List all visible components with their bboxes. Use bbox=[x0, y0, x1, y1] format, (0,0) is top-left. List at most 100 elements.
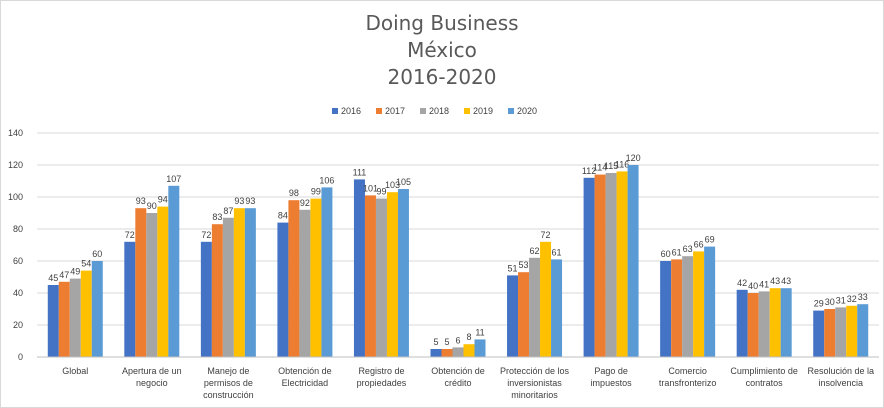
x-tick-label-0-0: Global bbox=[62, 366, 88, 376]
y-tick-label-60: 60 bbox=[13, 256, 23, 266]
data-label-2019-0: 54 bbox=[81, 259, 91, 269]
bar-2017-6 bbox=[518, 272, 530, 357]
bar-2016-5 bbox=[430, 349, 442, 357]
bar-2016-0 bbox=[47, 285, 59, 357]
x-tick-label-2-0: Manejo de bbox=[207, 366, 249, 376]
data-label-2016-1: 72 bbox=[125, 230, 135, 240]
data-label-2018-5: 6 bbox=[455, 335, 460, 345]
data-label-2017-2: 83 bbox=[212, 212, 222, 222]
x-tick-label-5-1: crédito bbox=[444, 378, 471, 388]
data-label-2016-5: 5 bbox=[433, 337, 438, 347]
data-label-2019-3: 99 bbox=[311, 187, 321, 197]
x-tick-label-8-1: transfronterizo bbox=[659, 378, 717, 388]
x-tick-label-3-1: Electricidad bbox=[282, 378, 329, 388]
x-tick-label-1-0: Apertura de un bbox=[122, 366, 182, 376]
bar-2020-5 bbox=[474, 339, 486, 357]
data-label-2019-4: 103 bbox=[385, 180, 400, 190]
data-label-2017-3: 98 bbox=[289, 188, 299, 198]
bar-2019-2 bbox=[233, 208, 245, 357]
data-label-2016-9: 42 bbox=[737, 278, 747, 288]
bar-2016-4 bbox=[353, 179, 365, 357]
x-tick-label-2-2: construcción bbox=[203, 390, 254, 400]
data-label-2016-2: 72 bbox=[201, 230, 211, 240]
data-label-2019-5: 8 bbox=[466, 332, 471, 342]
bar-2018-8 bbox=[682, 256, 694, 357]
data-label-2018-10: 31 bbox=[836, 295, 846, 305]
bar-2017-4 bbox=[364, 195, 376, 357]
legend-swatch-2020 bbox=[508, 108, 514, 114]
bar-2018-0 bbox=[69, 278, 81, 357]
legend-label-2017: 2017 bbox=[385, 106, 405, 116]
bar-2018-4 bbox=[375, 198, 387, 357]
y-tick-label-40: 40 bbox=[13, 288, 23, 298]
data-label-2019-2: 93 bbox=[234, 196, 244, 206]
bar-2020-2 bbox=[244, 208, 256, 357]
bar-2017-5 bbox=[441, 349, 453, 357]
bar-2017-1 bbox=[135, 208, 147, 357]
data-label-2020-1: 107 bbox=[166, 174, 181, 184]
bar-2016-3 bbox=[277, 222, 289, 357]
data-label-2020-5: 11 bbox=[475, 327, 484, 337]
data-label-2018-6: 62 bbox=[530, 246, 540, 256]
y-tick-label-120: 120 bbox=[8, 160, 23, 170]
data-label-2020-7: 120 bbox=[626, 153, 641, 163]
bar-2016-6 bbox=[507, 275, 519, 357]
x-tick-label-4-0: Registro de bbox=[358, 366, 404, 376]
x-tick-label-6-2: minoritarios bbox=[511, 390, 558, 400]
bar-2017-8 bbox=[671, 259, 683, 357]
data-label-2017-9: 40 bbox=[748, 281, 758, 291]
bar-2016-2 bbox=[200, 241, 212, 357]
y-tick-label-20: 20 bbox=[13, 320, 23, 330]
data-label-2016-7: 112 bbox=[582, 166, 596, 176]
legend-label-2016: 2016 bbox=[341, 106, 361, 116]
bar-2019-3 bbox=[310, 198, 322, 357]
bar-2020-10 bbox=[857, 304, 869, 357]
data-label-2020-10: 33 bbox=[858, 292, 868, 302]
bar-2018-1 bbox=[146, 213, 158, 357]
data-label-2020-6: 61 bbox=[552, 247, 562, 257]
bar-2020-3 bbox=[321, 187, 333, 357]
bar-2019-8 bbox=[693, 251, 705, 357]
y-tick-label-140: 140 bbox=[8, 128, 23, 138]
data-label-2019-10: 32 bbox=[847, 294, 857, 304]
bar-2020-4 bbox=[397, 189, 409, 357]
x-tick-label-10-0: Resolución de la bbox=[807, 366, 874, 376]
bar-2017-7 bbox=[594, 174, 606, 357]
x-tick-label-9-0: Cumplimiento de bbox=[730, 366, 798, 376]
data-label-2018-1: 90 bbox=[147, 201, 157, 211]
x-tick-label-5-0: Obtención de bbox=[431, 366, 485, 376]
data-label-2019-8: 66 bbox=[694, 239, 704, 249]
data-label-2020-4: 105 bbox=[396, 177, 411, 187]
x-tick-label-3-0: Obtención de bbox=[278, 366, 332, 376]
bar-2016-9 bbox=[736, 289, 748, 357]
legend-label-2019: 2019 bbox=[473, 106, 493, 116]
bar-2020-7 bbox=[627, 165, 639, 357]
data-label-2017-6: 53 bbox=[519, 260, 529, 270]
data-label-2016-8: 60 bbox=[661, 249, 671, 259]
bar-2019-4 bbox=[386, 192, 398, 357]
data-label-2018-3: 92 bbox=[300, 198, 310, 208]
data-label-2019-9: 43 bbox=[770, 276, 780, 286]
legend-label-2020: 2020 bbox=[517, 106, 537, 116]
bar-2020-9 bbox=[780, 288, 792, 357]
data-label-2018-0: 49 bbox=[70, 267, 80, 277]
data-label-2020-8: 69 bbox=[705, 235, 715, 245]
bar-2019-1 bbox=[157, 206, 169, 357]
bar-2019-7 bbox=[616, 171, 628, 357]
data-label-2016-3: 84 bbox=[278, 211, 288, 221]
data-label-2020-3: 106 bbox=[319, 175, 334, 185]
data-label-2016-6: 51 bbox=[508, 263, 518, 273]
bar-2020-8 bbox=[704, 246, 716, 357]
bar-2018-5 bbox=[452, 347, 464, 357]
bar-2018-9 bbox=[758, 291, 770, 357]
data-label-2017-5: 5 bbox=[444, 337, 449, 347]
bar-2019-5 bbox=[463, 344, 475, 357]
y-tick-label-80: 80 bbox=[13, 224, 23, 234]
chart-title-line-1: México bbox=[407, 38, 477, 62]
bar-2016-10 bbox=[813, 310, 825, 357]
bar-2019-10 bbox=[846, 305, 858, 357]
x-tick-label-4-1: propiedades bbox=[357, 378, 407, 388]
bar-2017-10 bbox=[824, 309, 836, 357]
x-tick-label-6-1: inversionistas bbox=[507, 378, 562, 388]
